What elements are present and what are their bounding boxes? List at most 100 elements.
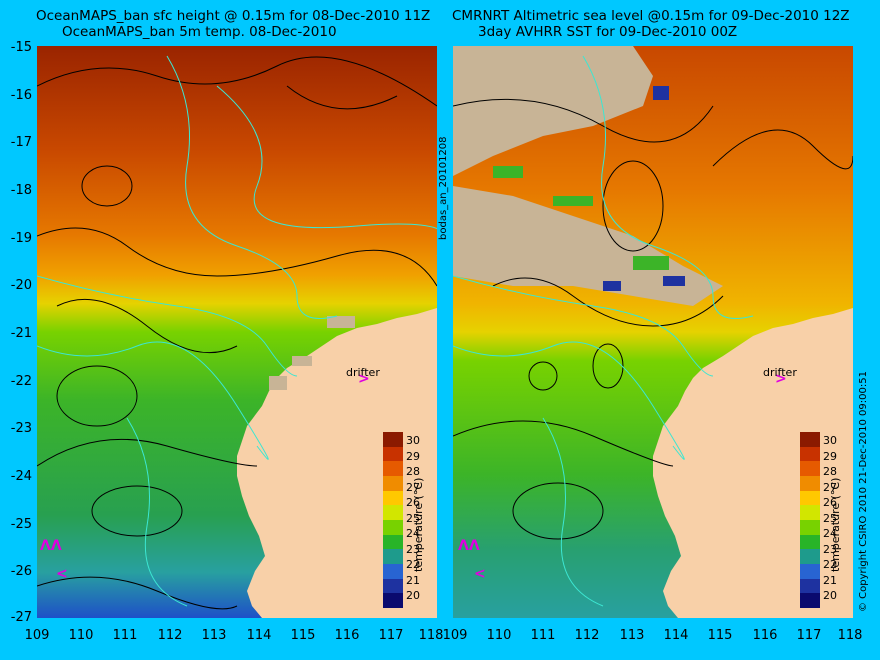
- colorbar-segment: [800, 490, 820, 506]
- colorbar-tick-label: 27: [823, 480, 837, 494]
- x-tick-label: 110: [486, 628, 512, 643]
- x-tick-label: 118: [837, 628, 863, 643]
- drifter-label-right: drifter: [763, 366, 797, 379]
- y-tick-label: -27: [10, 610, 32, 625]
- x-tick-label: 113: [619, 628, 645, 643]
- x-tick-label: 113: [201, 628, 227, 643]
- colorbar-tick-label: 23: [406, 542, 420, 556]
- colorbar-tick-label: 30: [823, 434, 837, 447]
- left-map-panel: [37, 46, 437, 618]
- colorbar-segment: [383, 578, 403, 594]
- x-tick-label: 111: [112, 628, 138, 643]
- colorbar-segment: [383, 461, 403, 477]
- x-tick-label: 115: [290, 628, 316, 643]
- colorbar-tick-label: 29: [406, 449, 420, 463]
- x-tick-label: 114: [663, 628, 689, 643]
- copyright-label: © Copyright CSIRO 2010 21-Dec-2010 09:00…: [858, 371, 869, 612]
- colorbar-segment: [800, 593, 820, 609]
- x-tick-label: 117: [378, 628, 404, 643]
- x-tick-label: 110: [68, 628, 94, 643]
- left-sst-map: [37, 46, 437, 618]
- colorbar-segment: [383, 476, 403, 492]
- y-tick-label: -25: [10, 517, 32, 532]
- y-tick-label: -23: [10, 421, 32, 436]
- colorbar-segment: [800, 549, 820, 565]
- drifter-marker-icon: >: [775, 371, 787, 387]
- colorbar-tick-label: 26: [406, 496, 420, 509]
- colorbar-tick-label: 28: [406, 465, 420, 478]
- colorbar-tick-label: 21: [823, 573, 837, 587]
- colorbar-left: [383, 432, 403, 609]
- x-tick-label: 109: [442, 628, 468, 643]
- x-tick-label: 117: [796, 628, 822, 643]
- y-tick-label: -20: [10, 278, 32, 293]
- left-title-line1: OceanMAPS_ban sfc height @ 0.15m for 08-…: [36, 8, 431, 24]
- colorbar-segment: [800, 476, 820, 492]
- x-tick-label: 112: [157, 628, 183, 643]
- colorbar-segment: [800, 446, 820, 462]
- colorbar-tick-label: 27: [406, 480, 420, 494]
- y-tick-label: -22: [10, 374, 32, 389]
- colorbar-segment: [383, 432, 403, 448]
- colorbar-segment: [800, 520, 820, 536]
- colorbar-segment: [383, 549, 403, 565]
- right-title-line1: CMRNRT Altimetric sea level @0.15m for 0…: [452, 8, 850, 24]
- colorbar-segment: [800, 505, 820, 521]
- cloud-mask: [453, 46, 653, 176]
- right-sst-map: [453, 46, 853, 618]
- y-tick-label: -18: [10, 183, 32, 198]
- x-tick-label: 116: [752, 628, 778, 643]
- x-tick-label: 114: [246, 628, 272, 643]
- colorbar-segment: [383, 520, 403, 536]
- colorbar-segment: [800, 432, 820, 448]
- colorbar-tick-label: 20: [823, 589, 837, 602]
- right-map-panel: [453, 46, 853, 618]
- colorbar-tick-label: 30: [406, 434, 420, 447]
- y-tick-label: -17: [10, 135, 32, 150]
- cloud-mask-mid: [453, 186, 723, 306]
- colorbar-segment: [383, 446, 403, 462]
- colorbar-right-title: temperature (°C): [829, 477, 842, 572]
- drifter-label-left: drifter: [346, 366, 380, 379]
- colorbar-tick-label: 28: [823, 465, 837, 478]
- x-tick-label: 111: [530, 628, 556, 643]
- colorbar-tick-label: 24: [823, 527, 837, 540]
- colorbar-tick-label: 20: [406, 589, 420, 602]
- colorbar-left-title: temperature (°C): [412, 477, 425, 572]
- run-id-label: bodas_an_20101208: [438, 136, 449, 240]
- y-tick-label: -15: [10, 40, 32, 55]
- drifter-track-icon: ᐱᐱ: [458, 538, 480, 554]
- y-tick-label: -19: [10, 231, 32, 246]
- colorbar-segment: [383, 593, 403, 609]
- drifter-marker-icon: >: [358, 371, 370, 387]
- x-tick-label: 116: [334, 628, 360, 643]
- colorbar-segment: [383, 490, 403, 506]
- drifter-marker-icon: <: [474, 566, 486, 582]
- colorbar-tick-label: 22: [823, 558, 837, 571]
- colorbar-segment: [800, 578, 820, 594]
- colorbar-tick-label: 25: [406, 511, 420, 525]
- colorbar-segment: [383, 564, 403, 580]
- drifter-track-icon: ᐱᐱ: [40, 538, 62, 554]
- x-tick-label: 109: [24, 628, 50, 643]
- drifter-marker-icon: <: [56, 566, 68, 582]
- y-tick-label: -21: [10, 326, 32, 341]
- right-title-line2: 3day AVHRR SST for 09-Dec-2010 00Z: [478, 24, 738, 40]
- colorbar-segment: [800, 564, 820, 580]
- colorbar-tick-label: 23: [823, 542, 837, 556]
- x-tick-label: 115: [707, 628, 733, 643]
- colorbar-segment: [800, 461, 820, 477]
- x-tick-label: 118: [418, 628, 444, 643]
- colorbar-tick-label: 29: [823, 449, 837, 463]
- colorbar-right: [800, 432, 820, 609]
- y-tick-label: -24: [10, 469, 32, 484]
- colorbar-segment: [800, 534, 820, 550]
- y-tick-label: -16: [10, 88, 32, 103]
- y-tick-label: -26: [10, 564, 32, 579]
- colorbar-tick-label: 24: [406, 527, 420, 540]
- colorbar-segment: [383, 505, 403, 521]
- left-title-line2: OceanMAPS_ban 5m temp. 08-Dec-2010: [62, 24, 337, 40]
- colorbar-tick-label: 22: [406, 558, 420, 571]
- colorbar-tick-label: 25: [823, 511, 837, 525]
- colorbar-segment: [383, 534, 403, 550]
